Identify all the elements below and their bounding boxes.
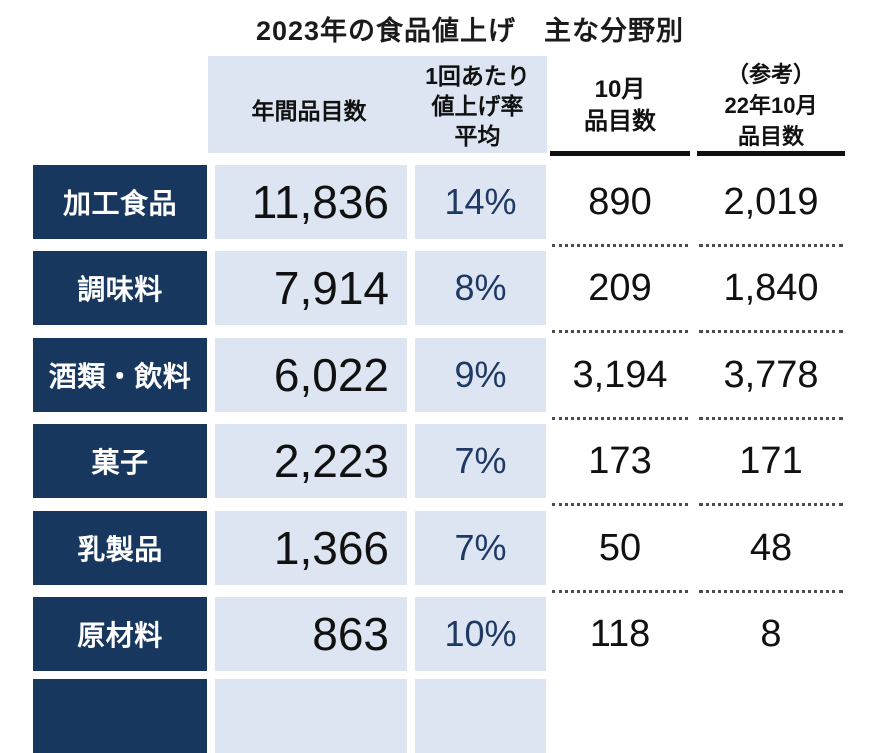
row-separator-dotted: [552, 503, 688, 506]
row-separator-dotted: [552, 244, 688, 247]
row-label: 原材料: [33, 597, 207, 671]
rate-cell: 10%: [415, 597, 546, 671]
row-separator-dotted: [699, 244, 843, 247]
row-label: 酒類・飲料: [33, 338, 207, 412]
row-separator-dotted: [699, 590, 843, 593]
header-background: [208, 56, 547, 153]
col-header-rate-average: 1回あたり 値上げ率 平均: [425, 63, 530, 149]
row-separator-dotted: [699, 330, 843, 333]
annual-count-cell: 11,836: [215, 165, 407, 239]
annual-count-cell: 7,914: [215, 251, 407, 325]
row-separator-dotted: [699, 417, 843, 420]
row-separator-dotted: [552, 417, 688, 420]
header-underline-october: [550, 151, 690, 156]
food-price-table-page: { "title": "2023年の食品値上げ 主な分野別", "headers…: [0, 16, 870, 753]
row-label: 調味料: [33, 251, 207, 325]
page-title: 2023年の食品値上げ 主な分野別: [255, 16, 685, 46]
rate-cell: 8%: [415, 251, 546, 325]
october-count-cell: 173: [588, 439, 652, 482]
october-count-cell: 3,194: [572, 353, 668, 396]
annual-count-cell: 2,223: [215, 424, 407, 498]
rate-cell: 7%: [415, 424, 546, 498]
table-row: 加工食品 11,836 14% 890 2,019: [0, 165, 870, 247]
october-count-cell: 890: [588, 180, 652, 223]
rate-cell: 7%: [415, 511, 546, 585]
reference-count-cell: 171: [739, 439, 803, 482]
row-separator-dotted: [552, 330, 688, 333]
row-label: [33, 679, 207, 753]
reference-count-cell: 2,019: [723, 180, 819, 223]
table-row: 酒類・飲料 6,022 9% 3,194 3,778: [0, 338, 870, 420]
header-underline-reference: [697, 151, 845, 156]
october-count-cell: 118: [589, 612, 651, 655]
annual-count-cell: 6,022: [215, 338, 407, 412]
row-label: 乳製品: [33, 511, 207, 585]
col-header-reference-count: （参考） 22年10月 品目数: [724, 62, 818, 149]
rate-cell: [415, 679, 546, 753]
col-header-annual-count: 年間品目数: [251, 98, 367, 124]
table-body: 加工食品 11,836 14% 890 2,019 調味料 7,914 8% 2…: [0, 165, 870, 681]
row-separator-dotted: [552, 590, 688, 593]
reference-count-cell: 48: [749, 526, 793, 569]
table-row: 原材料 863 10% 118 8: [0, 597, 870, 671]
october-count-cell: 50: [598, 526, 642, 569]
row-label: 菓子: [33, 424, 207, 498]
row-label: 加工食品: [33, 165, 207, 239]
reference-count-cell: 8: [760, 612, 782, 655]
table-row: 乳製品 1,366 7% 50 48: [0, 511, 870, 593]
table-row: 菓子 2,223 7% 173 171: [0, 424, 870, 506]
rate-cell: 9%: [415, 338, 546, 412]
rate-cell: 14%: [415, 165, 546, 239]
annual-count-cell: [215, 679, 407, 753]
annual-count-cell: 863: [215, 597, 407, 671]
annual-count-cell: 1,366: [215, 511, 407, 585]
cutoff-next-row: [0, 679, 870, 753]
row-separator-dotted: [699, 503, 843, 506]
col-header-october-count: 10月 品目数: [584, 76, 656, 135]
table-row: 調味料 7,914 8% 209 1,840: [0, 251, 870, 333]
reference-count-cell: 1,840: [723, 266, 819, 309]
october-count-cell: 209: [588, 266, 652, 309]
reference-count-cell: 3,778: [723, 353, 819, 396]
